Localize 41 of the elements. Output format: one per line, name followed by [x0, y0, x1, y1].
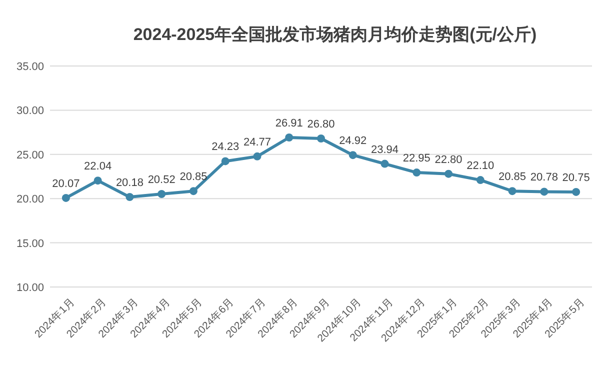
data-label: 26.91 [275, 118, 303, 130]
y-tick-label: 35.00 [16, 61, 44, 73]
data-label: 22.80 [434, 154, 462, 166]
data-label: 23.94 [371, 144, 399, 156]
point [285, 134, 294, 142]
point [540, 188, 548, 196]
data-label: 20.85 [498, 171, 526, 184]
point [94, 176, 102, 185]
point [189, 187, 198, 196]
data-label: 20.78 [530, 172, 558, 184]
data-label: 20.07 [52, 178, 80, 190]
data-label: 22.95 [402, 152, 430, 165]
data-label: 20.75 [562, 172, 590, 184]
point [317, 134, 325, 142]
data-label: 20.52 [148, 174, 176, 186]
chart-title: 2024-2025年全国批发市场猪肉月均价走势图(元/公斤) [133, 25, 537, 44]
y-tick-label: 30.00 [16, 105, 44, 118]
data-label: 20.85 [180, 171, 208, 184]
point [412, 168, 421, 177]
data-label: 22.10 [466, 160, 494, 172]
data-label: 24.77 [243, 136, 271, 148]
data-label: 22.04 [84, 160, 112, 173]
point [348, 151, 357, 160]
point [221, 157, 230, 166]
point [158, 190, 166, 198]
y-tick-label: 20.00 [16, 194, 44, 206]
y-tick-label: 25.00 [16, 149, 44, 162]
point [126, 193, 134, 202]
data-label: 20.18 [116, 177, 144, 190]
data-label: 24.23 [212, 141, 240, 154]
point [476, 176, 484, 184]
data-label: 24.92 [339, 135, 367, 148]
data-label: 26.80 [307, 118, 335, 130]
y-tick-label: 15.00 [16, 238, 44, 250]
y-tick-label: 10.00 [16, 282, 44, 294]
point [508, 187, 516, 196]
point [253, 152, 262, 160]
point [444, 170, 453, 178]
point [62, 194, 70, 202]
point [572, 188, 580, 196]
point [380, 160, 389, 168]
